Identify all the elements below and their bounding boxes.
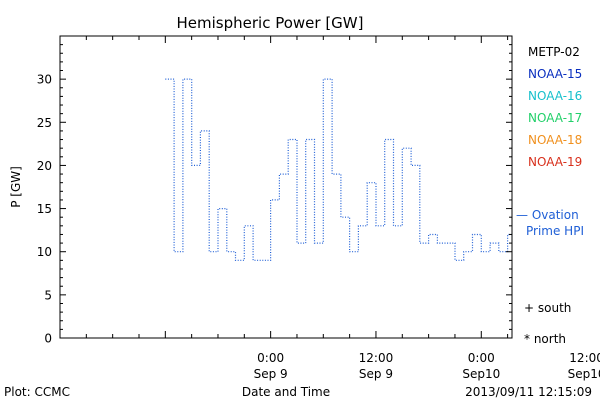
plot-credit: Plot: CCMC — [4, 385, 70, 399]
x-tick-label-date: Sep 9 — [254, 367, 288, 381]
x-tick-label-date: Sep 9 — [359, 367, 393, 381]
timestamp: 2013/09/11 12:15:09 — [465, 385, 592, 399]
legend-entry-noaa-18: NOAA-18 — [528, 133, 582, 147]
legend-symbol-north: * north — [524, 332, 566, 346]
x-tick-label-time: 12:00 — [359, 351, 394, 365]
y-tick-label: 25 — [37, 116, 52, 130]
legend-ovation-line2: Prime HPI — [526, 224, 584, 238]
y-axis-label: P [GW] — [9, 166, 23, 208]
x-tick-label-time: 0:00 — [257, 351, 284, 365]
legend-entry-noaa-19: NOAA-19 — [528, 155, 582, 169]
x-tick-label-time: 12:00 — [569, 351, 600, 365]
x-axis-label: Date and Time — [242, 385, 330, 399]
x-tick-label-date: Sep10 — [462, 367, 500, 381]
legend-entry-noaa-15: NOAA-15 — [528, 67, 582, 81]
y-tick-label: 5 — [44, 288, 52, 302]
x-tick-label-time: 0:00 — [468, 351, 495, 365]
plot-frame — [59, 35, 513, 339]
y-tick-label: 15 — [37, 202, 52, 216]
y-tick-label: 20 — [37, 159, 52, 173]
x-tick-label-date: Sep10 — [568, 367, 600, 381]
legend-symbol-south: + south — [524, 301, 571, 315]
y-tick-label: 0 — [44, 332, 52, 346]
plot-area: ******+++++*******++****+******++*******… — [165, 78, 512, 261]
chart-title: Hemispheric Power [GW] — [177, 14, 364, 32]
legend-entry-noaa-17: NOAA-17 — [528, 111, 582, 125]
legend: METP-02 NOAA-15 NOAA-16 NOAA-17 NOAA-18 NOAA-… — [516, 45, 584, 346]
y-tick-label: 10 — [37, 245, 52, 259]
y-tick-label: 30 — [37, 73, 52, 87]
y-axis: 0 5 10 15 20 25 30 — [37, 44, 512, 346]
legend-ovation-line1: — Ovation — [516, 208, 579, 222]
legend-entry-metp-02: METP-02 — [528, 45, 580, 59]
legend-entry-noaa-16: NOAA-16 — [528, 89, 582, 103]
